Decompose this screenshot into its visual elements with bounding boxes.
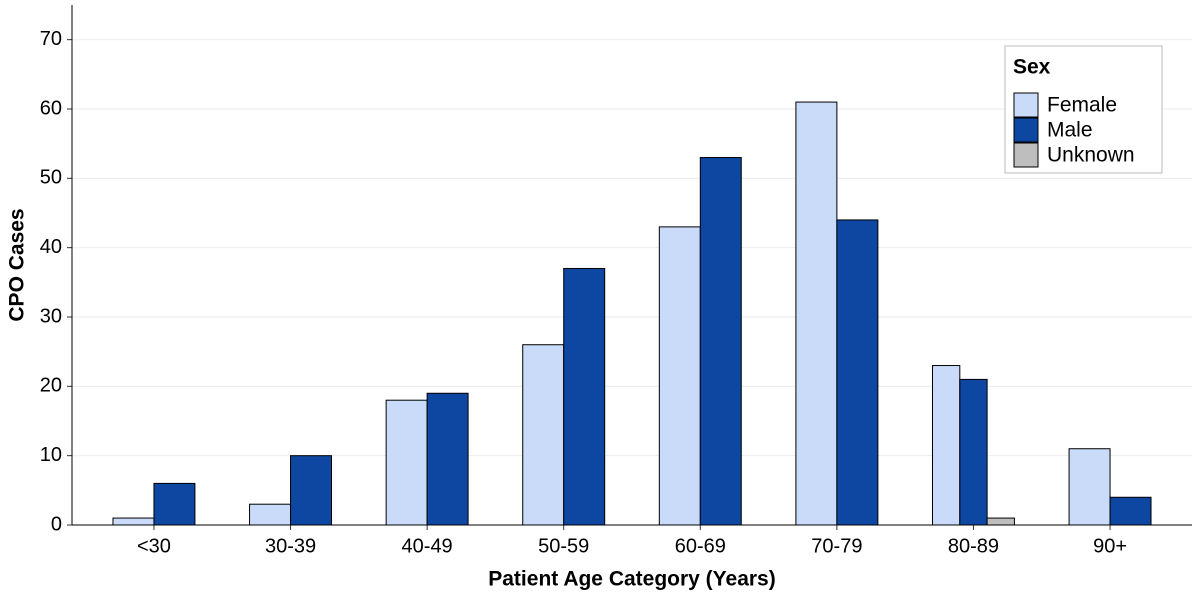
bar [959,378,988,526]
bar [658,226,701,526]
bar [290,455,333,526]
legend-swatch [1013,117,1039,143]
y-tick-label: 40 [40,236,62,258]
y-tick-label: 30 [40,305,62,327]
bar [986,517,1015,526]
bar [522,344,565,526]
y-axis-label: CPO Cases [6,208,29,321]
bar [563,267,606,526]
bar [795,101,838,526]
y-tick-label: 0 [51,513,62,535]
bar [836,219,879,526]
x-tick-label: 70-79 [811,535,862,557]
x-tick-label: <30 [137,535,171,557]
x-tick-label: 30-39 [265,535,316,557]
legend-label: Female [1047,94,1117,117]
x-tick-label: 80-89 [948,535,999,557]
legend-title: Sex [1013,56,1051,79]
y-tick-label: 50 [40,167,62,189]
legend-label: Unknown [1047,144,1135,167]
bar [931,365,961,526]
y-tick-label: 10 [40,444,62,466]
bar [249,503,292,526]
bar [385,399,428,526]
legend-label: Male [1047,119,1093,142]
x-axis-label: Patient Age Category (Years) [488,568,775,591]
y-tick-label: 20 [40,375,62,397]
bar [112,517,155,526]
x-tick-label: 40-49 [402,535,453,557]
bar [426,392,469,526]
x-tick-label: 90+ [1093,535,1127,557]
y-tick-label: 70 [40,28,62,50]
bar [1068,448,1111,526]
legend-swatch [1013,92,1039,118]
bar [153,482,196,526]
y-tick-label: 60 [40,97,62,119]
bar [699,157,742,526]
x-tick-label: 50-59 [538,535,589,557]
bar [1109,496,1152,526]
x-tick-label: 60-69 [675,535,726,557]
legend-swatch [1013,142,1039,168]
